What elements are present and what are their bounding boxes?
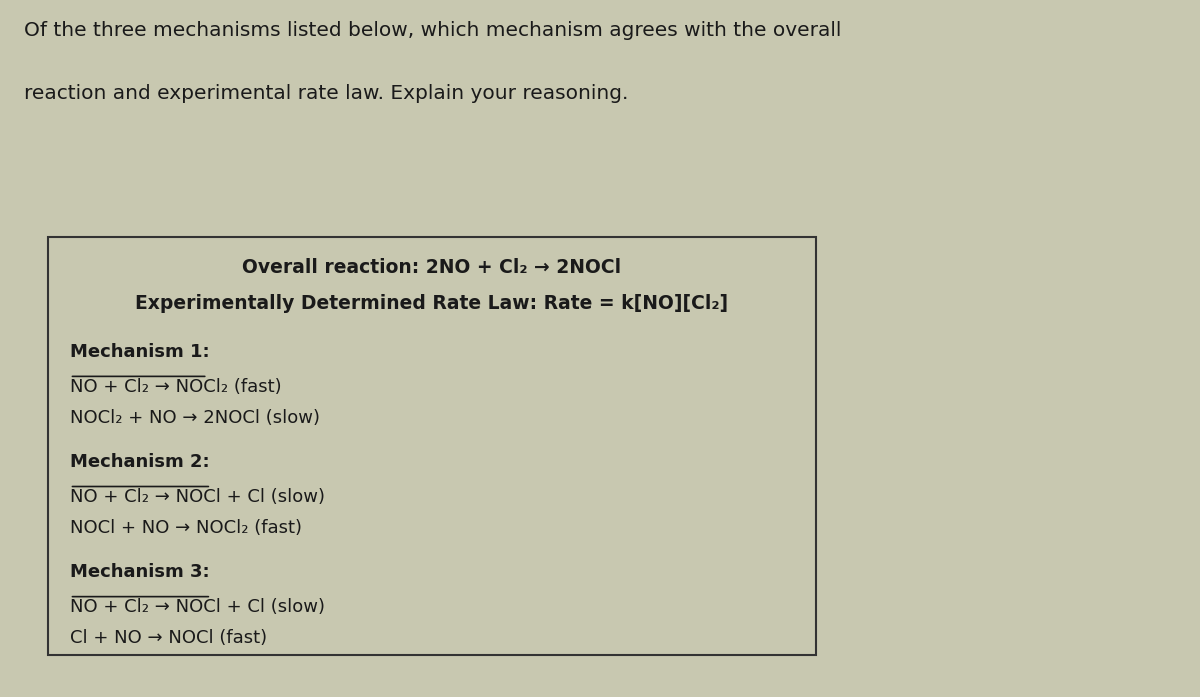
Text: Overall reaction: 2NO + Cl₂ → 2NOCl: Overall reaction: 2NO + Cl₂ → 2NOCl: [242, 258, 622, 277]
Text: Of the three mechanisms listed below, which mechanism agrees with the overall: Of the three mechanisms listed below, wh…: [24, 21, 841, 40]
Text: NO + Cl₂ → NOCl + Cl (slow): NO + Cl₂ → NOCl + Cl (slow): [70, 488, 324, 506]
Text: Mechanism 3:: Mechanism 3:: [70, 563, 209, 581]
Text: reaction and experimental rate law. Explain your reasoning.: reaction and experimental rate law. Expl…: [24, 84, 629, 102]
Text: Mechanism 2:: Mechanism 2:: [70, 453, 209, 471]
Text: NOCl + NO → NOCl₂ (fast): NOCl + NO → NOCl₂ (fast): [70, 519, 301, 537]
FancyBboxPatch shape: [48, 237, 816, 655]
Text: NO + Cl₂ → NOCl + Cl (slow): NO + Cl₂ → NOCl + Cl (slow): [70, 598, 324, 616]
Text: Experimentally Determined Rate Law: Rate = k[NO][Cl₂]: Experimentally Determined Rate Law: Rate…: [136, 294, 728, 313]
Text: Cl + NO → NOCl (fast): Cl + NO → NOCl (fast): [70, 629, 266, 648]
Text: NO + Cl₂ → NOCl₂ (fast): NO + Cl₂ → NOCl₂ (fast): [70, 378, 281, 396]
Text: Mechanism 1:: Mechanism 1:: [70, 343, 209, 361]
Text: NOCl₂ + NO → 2NOCl (slow): NOCl₂ + NO → 2NOCl (slow): [70, 409, 319, 427]
